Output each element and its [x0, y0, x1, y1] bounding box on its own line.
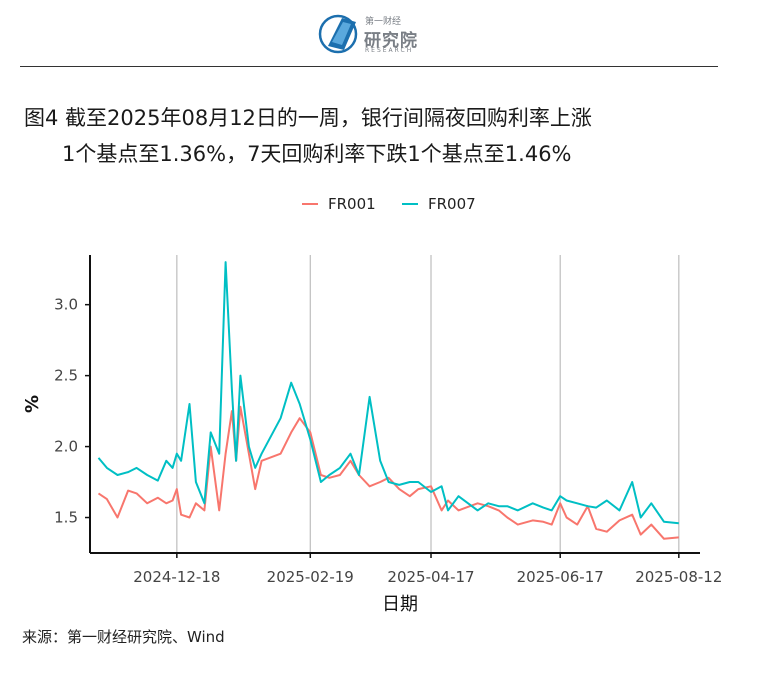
- x-tick-label-1: 2025-02-19: [267, 568, 354, 586]
- logo-text-top: 第一财经: [365, 17, 402, 27]
- logo-text-en: RESEARCH: [365, 47, 414, 54]
- x-axis-title: 日期: [382, 594, 418, 615]
- logo-emblem-icon: [318, 14, 358, 54]
- legend-item-fr001: FR001: [302, 193, 376, 215]
- legend-swatch-fr007: [402, 203, 418, 205]
- y-tick-label-1: 2.0: [54, 438, 78, 456]
- y-axis-title: %: [22, 395, 43, 413]
- y-tick-label-2: 2.5: [54, 367, 78, 385]
- series-line-fr007: [97, 261, 679, 525]
- legend-swatch-fr001: [302, 203, 318, 205]
- legend-label-fr001: FR001: [328, 195, 376, 213]
- logo-text-cn: 研究院: [364, 31, 418, 51]
- source-note: 来源：第一财经研究院、Wind: [22, 628, 225, 646]
- chart-title-line2: 1个基点至1.36%，7天回购利率下跌1个基点至1.46%: [62, 142, 572, 166]
- header-divider: [20, 66, 718, 67]
- research-logo: 第一财经 研究院 RESEARCH: [318, 12, 438, 56]
- legend-label-fr007: FR007: [428, 195, 476, 213]
- x-tick-label-0: 2024-12-18: [133, 568, 220, 586]
- y-tick-label-0: 1.5: [54, 509, 78, 527]
- x-tick-label-2: 2025-04-17: [387, 568, 474, 586]
- series-line-fr001: [97, 405, 679, 540]
- x-tick-label-3: 2025-06-17: [517, 568, 604, 586]
- x-tick-label-4: 2025-08-12: [635, 568, 722, 586]
- chart-title-line1: 图4 截至2025年08月12日的一周，银行间隔夜回购利率上涨: [24, 106, 592, 130]
- legend-item-fr007: FR007: [402, 193, 476, 215]
- chart-legend: FR001 FR007: [0, 193, 768, 215]
- chart-title: 图4 截至2025年08月12日的一周，银行间隔夜回购利率上涨 1个基点至1.3…: [24, 100, 592, 172]
- y-tick-label-3: 3.0: [54, 296, 78, 314]
